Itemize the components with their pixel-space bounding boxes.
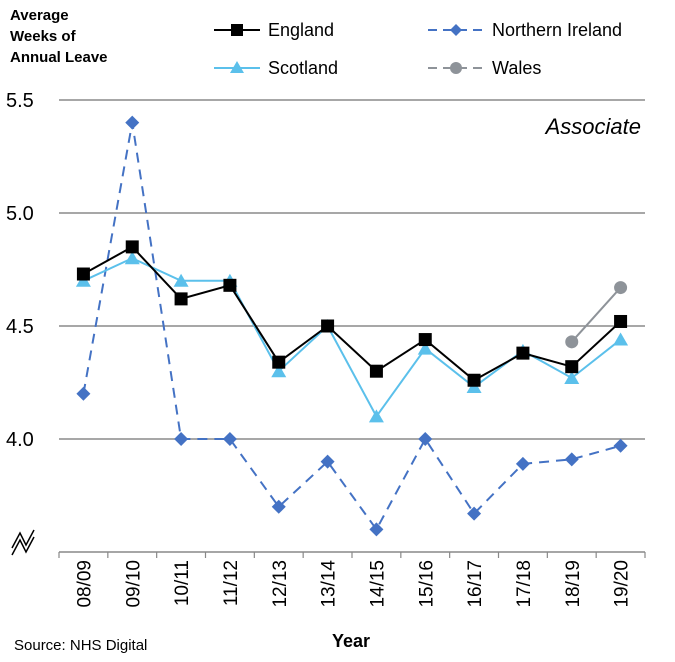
y-axis-title-line-2: Weeks of	[10, 28, 77, 45]
x-axis-ticks: 08/09 09/10 10/11 11/12 12/13 13/14 14/15 15/16…	[58, 552, 646, 608]
data-point	[467, 506, 482, 521]
circle-marker-icon	[450, 62, 462, 74]
axis-break-icon	[11, 529, 35, 556]
data-point	[516, 346, 530, 360]
x-tick-label: 13/14	[319, 560, 340, 608]
x-tick-label: 08/09	[74, 560, 95, 608]
y-axis-title-line-1: Average	[10, 7, 69, 24]
data-point	[223, 278, 237, 292]
series-line-england	[82, 245, 622, 382]
square-marker-icon	[231, 24, 243, 36]
axes	[11, 529, 645, 556]
y-axis-ticks: 5.5 5.0 4.5 4.0	[6, 90, 34, 451]
data-point	[467, 373, 481, 387]
x-tick-label: 09/10	[123, 560, 144, 608]
x-tick-label: 10/11	[172, 560, 193, 606]
data-point	[271, 499, 286, 514]
data-point	[222, 432, 237, 446]
series-layer	[75, 115, 629, 537]
data-point	[271, 364, 287, 378]
data-point	[320, 454, 335, 469]
data-point	[613, 438, 628, 453]
data-point	[173, 273, 189, 287]
data-point	[125, 240, 139, 254]
data-point	[369, 364, 383, 378]
y-tick-label: 5.5	[6, 90, 34, 112]
x-tick-label: 17/18	[514, 560, 535, 608]
y-tick-label: 4.0	[6, 429, 34, 451]
diamond-marker-icon	[450, 24, 462, 36]
data-point	[76, 386, 91, 401]
legend-item-england: England	[214, 20, 334, 40]
x-tick-label: 15/16	[416, 560, 437, 608]
legend-item-scotland: Scotland	[214, 58, 338, 78]
data-point	[418, 333, 432, 347]
legend-item-wales: Wales	[428, 58, 541, 78]
data-point	[76, 267, 90, 281]
legend-item-northern-ireland: Northern Ireland	[428, 20, 622, 40]
data-point	[174, 292, 188, 306]
data-point	[124, 251, 140, 265]
legend: England Northern Ireland Scotland Wales	[214, 20, 622, 78]
data-point	[418, 432, 433, 446]
series-england	[76, 240, 628, 387]
source-note: Source: NHS Digital	[14, 637, 147, 654]
x-tick-label: 18/19	[563, 560, 584, 608]
gridlines	[59, 99, 645, 440]
data-point	[369, 522, 384, 537]
series-line-northern-ireland	[82, 122, 621, 532]
data-point	[564, 452, 579, 467]
data-point	[564, 370, 580, 384]
x-tick-label: 14/15	[367, 560, 388, 608]
triangle-marker-icon	[230, 61, 244, 73]
y-axis-title-line-3: Annual Leave	[10, 49, 108, 66]
data-point	[417, 341, 433, 355]
chart-annotation: Associate	[544, 114, 641, 139]
data-point	[368, 409, 384, 423]
data-point	[321, 319, 335, 333]
legend-label-england: England	[268, 20, 334, 40]
legend-label-northern-ireland: Northern Ireland	[492, 20, 622, 40]
y-tick-label: 4.5	[6, 316, 34, 338]
data-point	[613, 332, 629, 346]
data-point	[125, 115, 140, 130]
series-line-wales	[571, 286, 622, 343]
data-point	[565, 335, 579, 349]
x-tick-label: 12/13	[270, 560, 291, 608]
data-point	[565, 360, 579, 374]
x-tick-label: 16/17	[465, 560, 486, 608]
data-point	[515, 456, 530, 471]
series-wales	[565, 281, 628, 349]
series-scotland	[75, 251, 629, 423]
x-axis-title: Year	[332, 631, 370, 651]
y-tick-label: 5.0	[6, 203, 34, 225]
data-point	[174, 432, 189, 446]
series-northern-ireland	[76, 115, 628, 537]
data-point	[614, 314, 628, 328]
data-point	[614, 281, 628, 295]
legend-label-scotland: Scotland	[268, 58, 338, 78]
legend-label-wales: Wales	[492, 58, 541, 78]
x-tick-label: 11/12	[221, 560, 242, 606]
x-tick-label: 19/20	[612, 560, 633, 608]
data-point	[272, 355, 286, 369]
